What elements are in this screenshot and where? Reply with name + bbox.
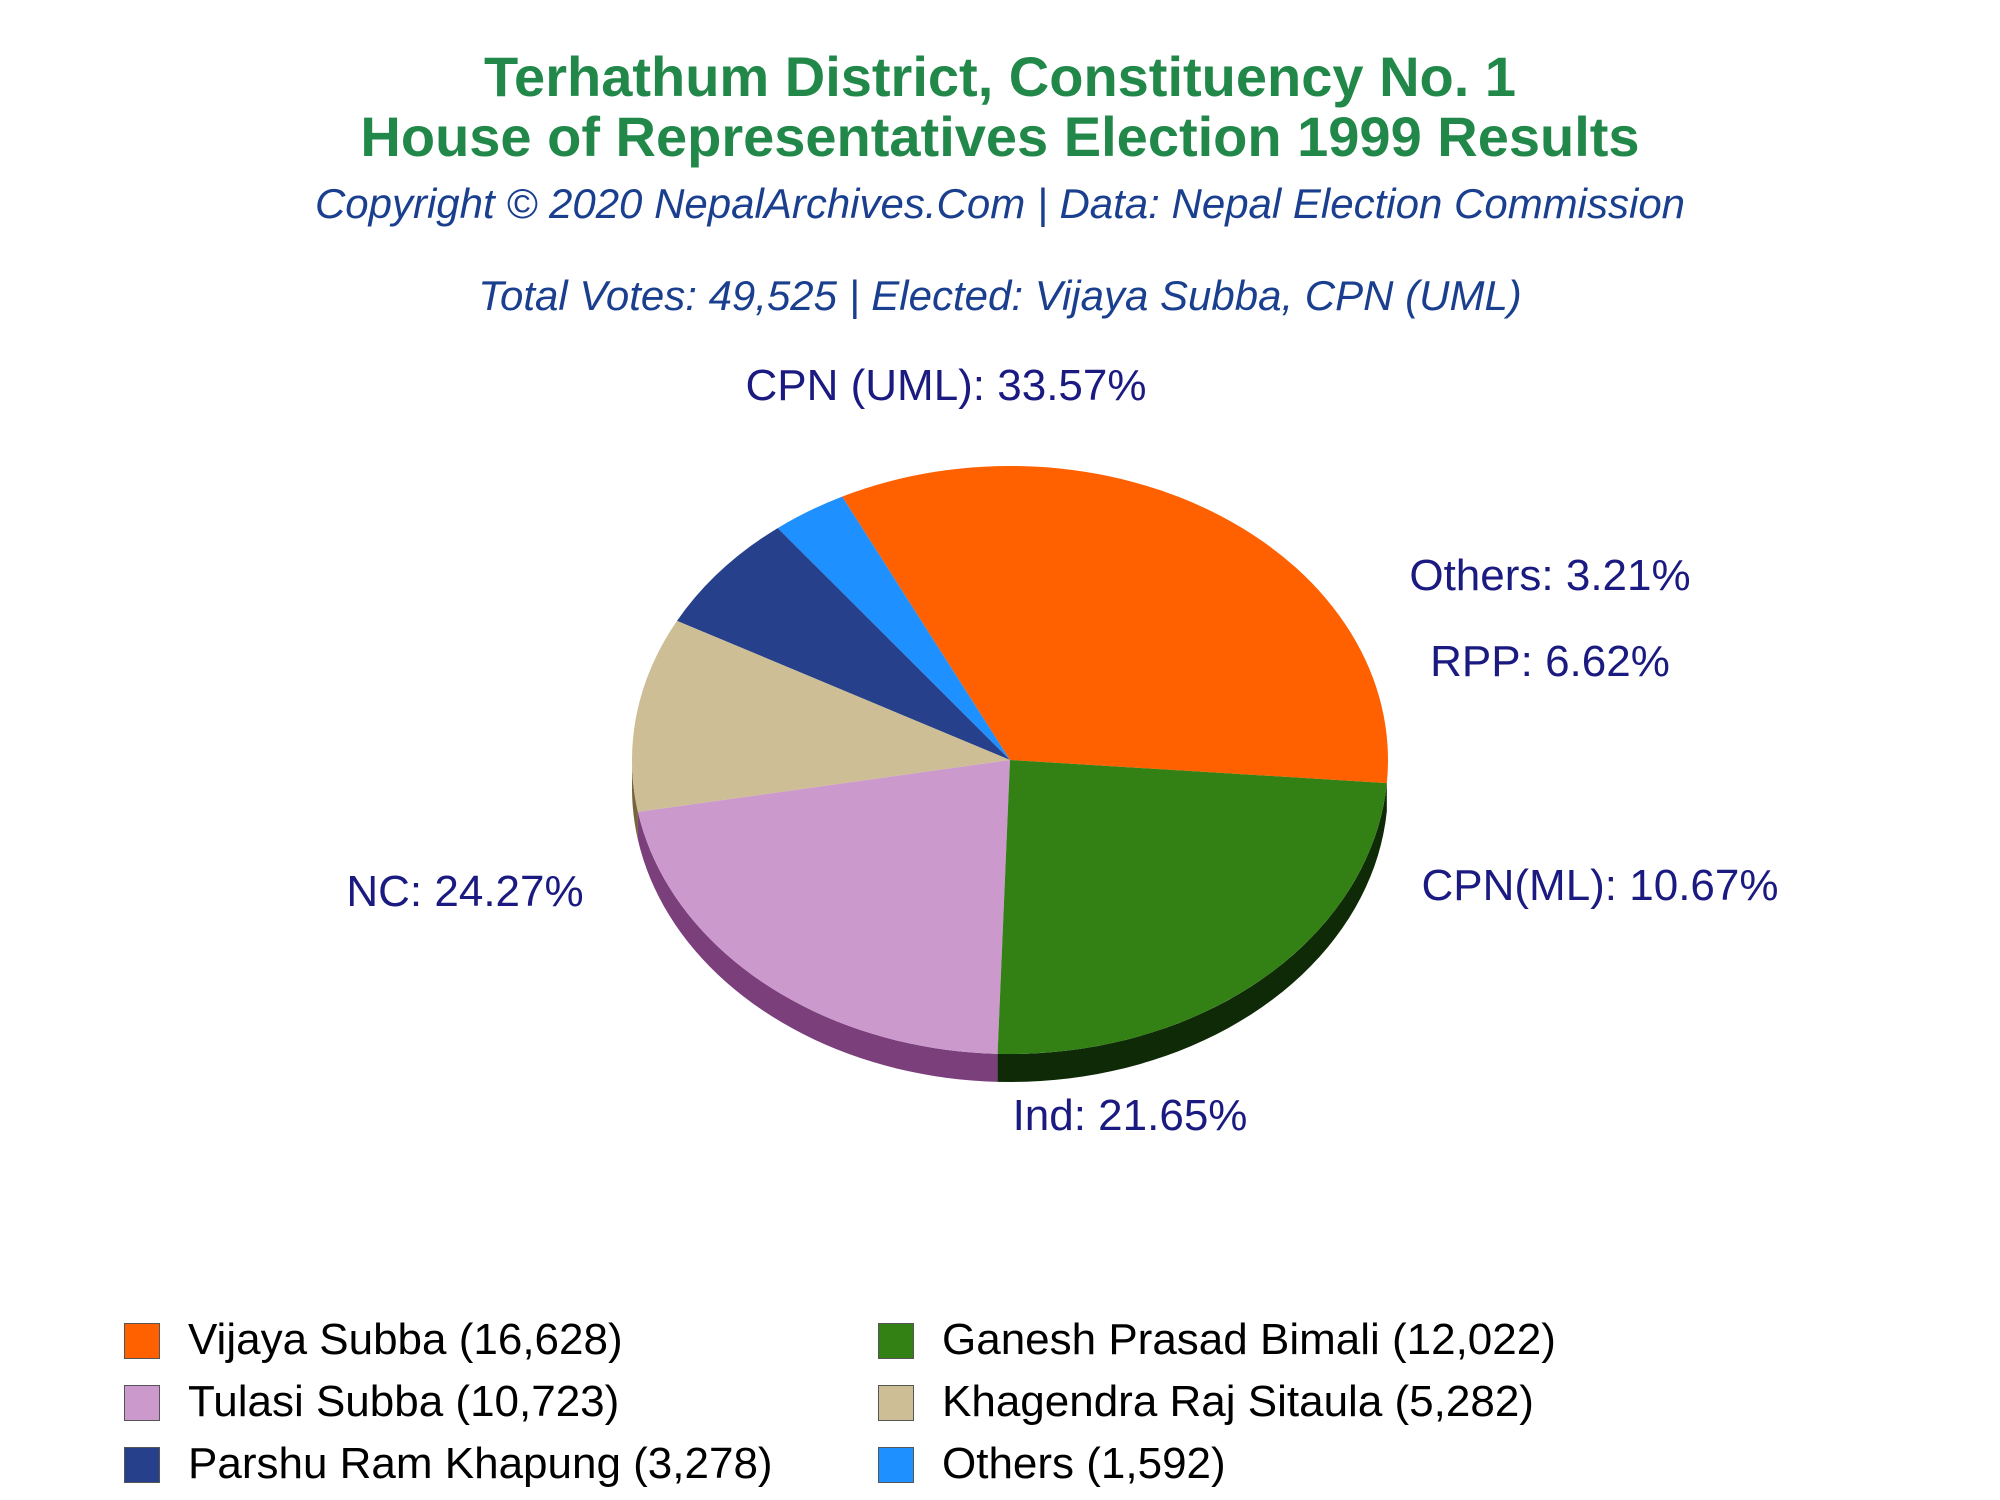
legend-swatch [878,1385,914,1421]
pie-label-rpp: RPP: 6.62% [1430,637,1670,686]
pie-slice-ind [637,760,1010,1054]
copyright-text: Copyright © 2020 NepalArchives.Com | Dat… [314,180,1686,227]
pie-label-cpn-uml: CPN (UML): 33.57% [745,361,1146,410]
pie-label-cpn-ml: CPN(ML): 10.67% [1421,861,1778,910]
pie-side-nc [997,783,1387,1082]
pie-slice-others [777,496,1010,760]
chart-title-line2: House of Representatives Election 1999 R… [360,105,1640,168]
summary-text: Total Votes: 49,525 | Elected: Vijaya Su… [478,272,1522,319]
legend-label: Khagendra Raj Sitaula (5,282) [942,1377,1534,1426]
legend-swatch [124,1447,160,1483]
pie-depth-layer [632,760,1387,1082]
legend-swatch [124,1323,160,1359]
pie-label-layer: CPN (UML): 33.57% Others: 3.21% RPP: 6.62%… [346,361,1778,1140]
pie-slice-nc [997,760,1387,1054]
pie-slice-cpn-uml [842,466,1388,784]
legend-label: Tulasi Subba (10,723) [188,1377,620,1426]
pie-label-ind: Ind: 21.65% [1013,1091,1248,1140]
legend-label: Ganesh Prasad Bimali (12,022) [942,1315,1556,1364]
pie-top-layer [632,466,1388,1054]
legend-swatch [124,1385,160,1421]
pie-side-cpn-ml [632,760,638,840]
pie-slice-rpp [677,528,1010,760]
legend-swatch [878,1447,914,1483]
pie-label-nc: NC: 24.27% [346,867,583,916]
pie-label-others: Others: 3.21% [1409,551,1690,600]
legend-swatch [878,1323,914,1359]
chart-title-line1: Terhathum District, Constituency No. 1 [484,45,1516,108]
pie-side-ind [637,811,998,1082]
legend-label: Parshu Ram Khapung (3,278) [188,1439,773,1488]
legend-label: Others (1,592) [942,1439,1226,1488]
legend-label: Vijaya Subba (16,628) [188,1315,623,1364]
pie-slice-cpn-ml [632,620,1010,812]
